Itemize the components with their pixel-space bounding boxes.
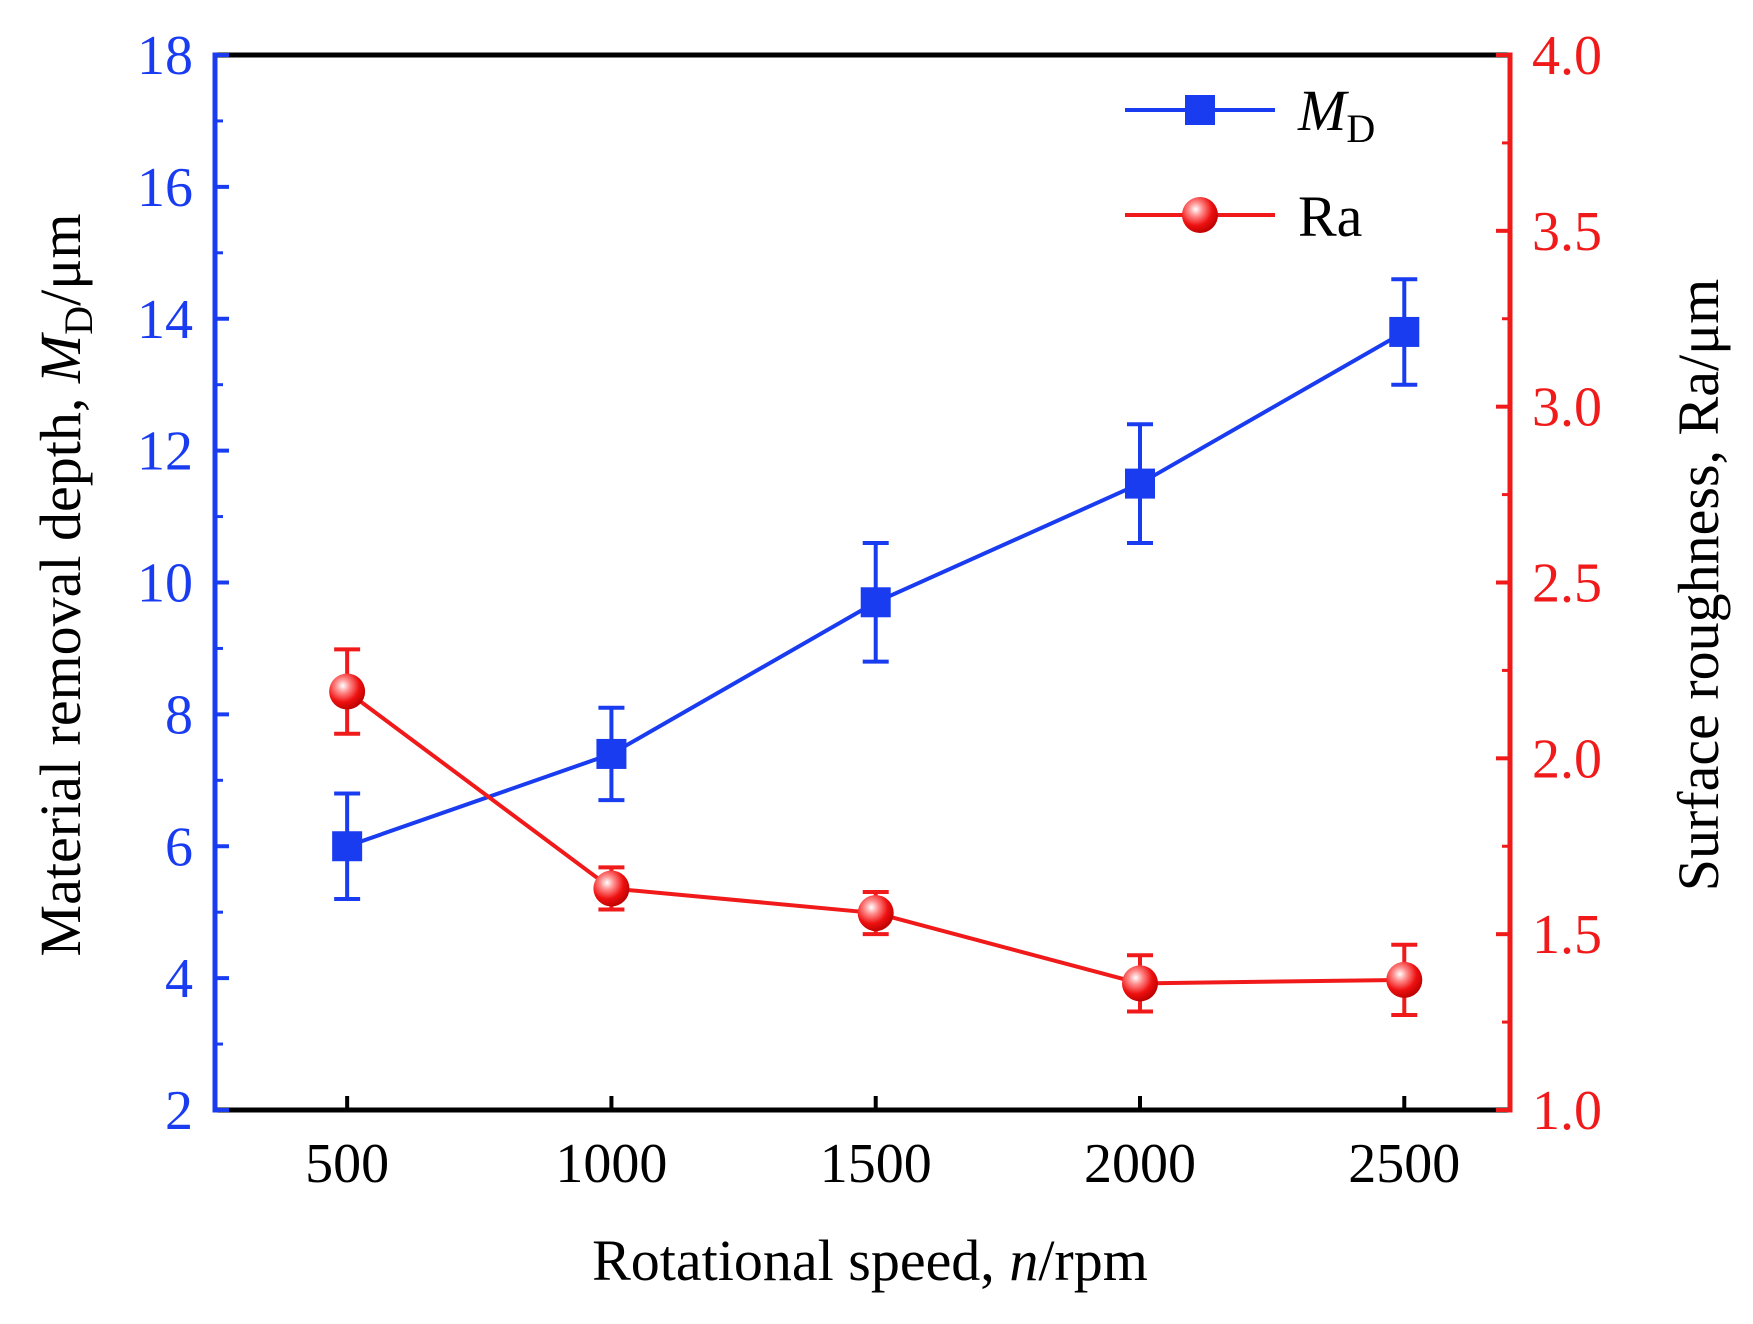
y-left-tick-label: 10 [137, 553, 193, 615]
md-data-point [1389, 316, 1420, 347]
y-right-tick-label: 2.0 [1532, 728, 1602, 790]
y-right-tick-label: 2.5 [1532, 553, 1602, 615]
y-axis-left-title-prefix: Material removal depth, [28, 383, 93, 956]
y-axis-left-title: Material removal depth, MD/μm [28, 214, 101, 957]
x-tick-label: 2500 [1348, 1133, 1460, 1195]
y-left-tick-label: 8 [165, 684, 193, 746]
md-data-point [1125, 468, 1155, 499]
ra-data-point [1122, 965, 1158, 1002]
y-axis-right-title: Surface roughness, Ra/μm [1666, 279, 1731, 892]
y-right-tick-label: 3.0 [1532, 377, 1602, 439]
y-right-tick-label: 3.5 [1532, 201, 1602, 263]
legend-md-label: MD [1297, 78, 1375, 151]
y-right-tick-label: 1.5 [1532, 904, 1602, 966]
legend-ra-marker [1182, 197, 1218, 233]
x-axis-title-suffix: /rpm [1038, 1228, 1148, 1293]
ra-data-point [593, 870, 630, 907]
x-tick-label: 1500 [820, 1133, 932, 1195]
y-axis-left-title-suffix: /μm [28, 214, 93, 306]
ra-data-point [329, 673, 366, 710]
ra-data-point [1386, 961, 1423, 998]
md-data-point [860, 587, 891, 618]
legend-md-sub: D [1346, 106, 1375, 151]
ra-series-line [345, 689, 1405, 986]
y-right-tick-label: 4.0 [1532, 25, 1602, 87]
y-left-tick-label: 16 [137, 157, 193, 219]
y-right-tick-label: 1.0 [1532, 1080, 1602, 1142]
y-axis-left-title-italic: M [28, 332, 93, 384]
md-data-point [596, 738, 627, 769]
legend: MD Ra [1125, 78, 1375, 249]
legend-md-italic: M [1297, 78, 1349, 143]
md-data-point [332, 831, 363, 862]
plot-area: 500 1000 1500 2000 2500 2 4 6 8 10 12 14 16 18 1.0 1.5 2… [137, 25, 1602, 1195]
y-left-tick-label: 6 [165, 816, 193, 878]
axes-layer: 500 1000 1500 2000 2500 2 4 6 8 10 12 14 16 18 1.0 1.5 2… [137, 25, 1602, 1195]
legend-md-marker [1185, 95, 1215, 125]
x-tick-label: 2000 [1084, 1133, 1196, 1195]
y-left-tick-label: 4 [165, 948, 193, 1010]
ra-data-point [857, 895, 894, 932]
x-tick-label: 500 [305, 1133, 389, 1195]
legend-ra-label: Ra [1298, 184, 1362, 249]
y-left-tick-label: 14 [137, 289, 193, 351]
x-axis-title-prefix: Rotational speed, [592, 1228, 1009, 1293]
y-left-tick-label: 12 [137, 421, 193, 483]
y-axis-left-title-sub: D [56, 306, 101, 335]
series-layer [329, 277, 1423, 1018]
x-axis-title-italic: n [1009, 1228, 1038, 1293]
x-axis-title: Rotational speed, n/rpm [592, 1228, 1148, 1293]
x-tick-label: 1000 [555, 1133, 667, 1195]
y-left-tick-label: 18 [137, 25, 193, 87]
y-left-tick-label: 2 [165, 1080, 193, 1142]
